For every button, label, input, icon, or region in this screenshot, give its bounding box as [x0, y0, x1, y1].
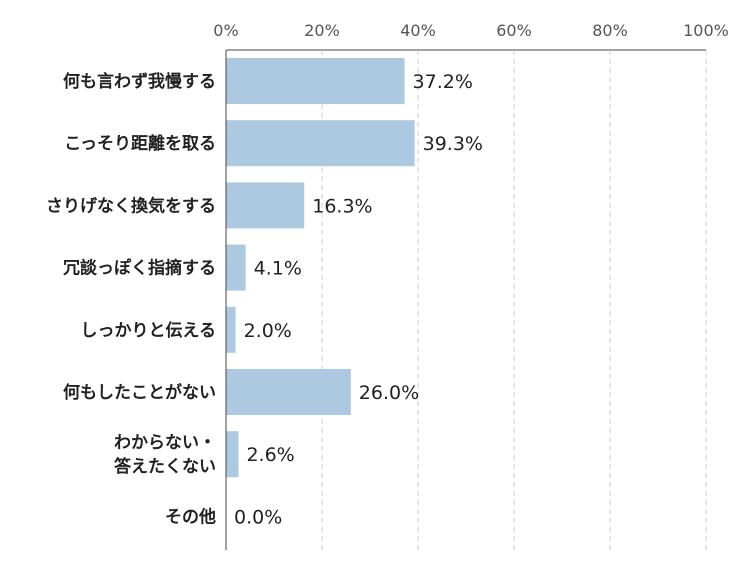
bar-1	[226, 120, 415, 167]
category-label-5: 何もしたことがない	[63, 382, 216, 403]
value-label-2: 16.3%	[312, 195, 372, 217]
category-label-line: わからない・	[114, 433, 216, 453]
category-label-2: さりげなく換気をする	[46, 195, 216, 216]
value-label-5: 26.0%	[359, 382, 419, 404]
tick-label-80: 80%	[592, 21, 628, 40]
value-label-1: 39.3%	[423, 133, 483, 155]
value-label-6: 2.6%	[246, 444, 294, 466]
category-label-line: 答えたくない	[114, 456, 216, 477]
tick-label-60: 60%	[496, 21, 532, 40]
category-label-4: しっかりと伝える	[81, 320, 217, 341]
tick-label-0: 0%	[213, 21, 238, 40]
category-label-0: 何も言わず我慢する	[63, 71, 216, 92]
category-label-line: しっかりと伝える	[81, 320, 217, 341]
value-label-4: 2.0%	[244, 320, 292, 342]
category-label-line: さりげなく換気をする	[46, 195, 216, 216]
bar-4	[226, 306, 236, 353]
category-label-6: わからない・答えたくない	[114, 433, 216, 477]
category-label-line: 何もしたことがない	[63, 382, 216, 403]
category-label-3: 冗談っぽく指摘する	[63, 258, 216, 279]
category-label-line: その他	[165, 506, 216, 527]
bar-3	[226, 244, 246, 291]
bar-6	[226, 431, 239, 478]
value-label-0: 37.2%	[413, 71, 473, 93]
bar-5	[226, 369, 351, 415]
category-label-7: その他	[165, 506, 216, 527]
category-label-1: こっそり距離を取る	[64, 133, 216, 154]
value-label-3: 4.1%	[254, 258, 302, 280]
category-label-line: 冗談っぽく指摘する	[63, 258, 216, 279]
tick-label-100: 100%	[683, 21, 729, 40]
bar-2	[226, 182, 305, 229]
tick-label-40: 40%	[400, 21, 436, 40]
value-label-7: 0.0%	[234, 506, 282, 528]
category-label-line: こっそり距離を取る	[64, 133, 216, 154]
category-label-line: 何も言わず我慢する	[63, 71, 216, 92]
tick-label-20: 20%	[304, 21, 340, 40]
bar-0	[226, 58, 405, 104]
